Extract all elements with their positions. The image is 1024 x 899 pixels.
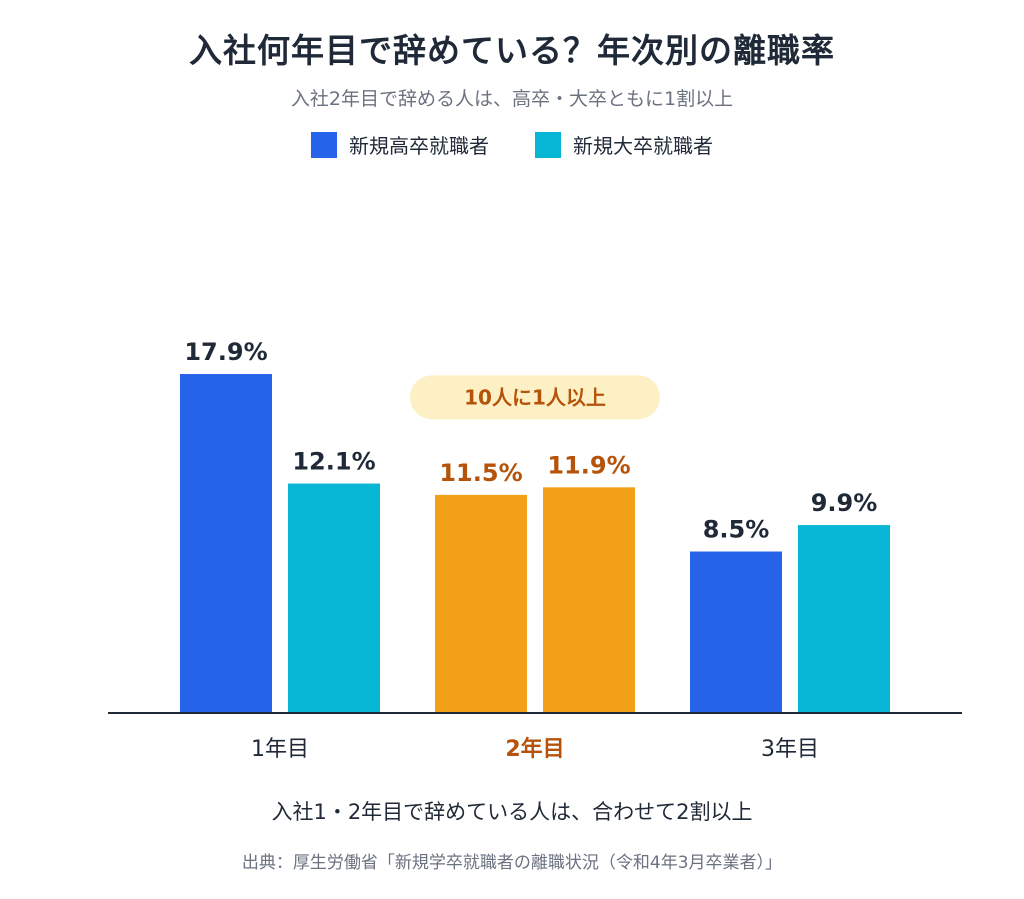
bar-university-1 xyxy=(288,483,380,712)
bar-university-2 xyxy=(543,487,635,712)
bar-university-3 xyxy=(798,525,890,712)
value-label-university-2: 11.9% xyxy=(547,451,630,479)
chart-source: 出典：厚生労働省「新規学卒就職者の離職状況（令和4年3月卒業者）」 xyxy=(241,853,783,873)
x-tick-label-1: 1年目 xyxy=(251,737,309,762)
chart-caption: 入社1・2年目で辞めている人は、合わせて2割以上 xyxy=(271,800,753,824)
legend-label-university: 新規大卒就職者 xyxy=(573,134,713,158)
chart-subtitle: 入社2年目で辞める人は、高卒・大卒ともに1割以上 xyxy=(290,88,734,110)
legend-swatch-university xyxy=(535,131,561,158)
x-tick-label-3: 3年目 xyxy=(761,737,819,762)
legend-label-high-school: 新規高卒就職者 xyxy=(349,134,489,158)
annotation-text: 10人に1人以上 xyxy=(464,385,606,409)
value-label-university-1: 12.1% xyxy=(292,448,375,476)
value-label-high-school-1: 17.9% xyxy=(184,338,267,366)
legend-item-university: 新規大卒就職者 xyxy=(535,130,713,159)
x-tick-label-2: 2年目 xyxy=(505,736,564,762)
bar-high-school-2 xyxy=(435,494,527,712)
bar-high-school-1 xyxy=(180,374,272,712)
value-label-university-3: 9.9% xyxy=(811,489,878,517)
chart-title: 入社何年目で辞めている？年次別の離職率 xyxy=(189,31,835,70)
legend-swatch-high-school xyxy=(311,131,337,158)
legend-item-high-school: 新規高卒就職者 xyxy=(311,130,489,159)
value-label-high-school-2: 11.5% xyxy=(439,459,522,487)
bar-high-school-3 xyxy=(690,551,782,712)
annotation-pill xyxy=(410,375,660,420)
value-label-high-school-3: 8.5% xyxy=(703,516,770,544)
legend: 新規高卒就職者 新規大卒就職者 xyxy=(0,130,1024,159)
